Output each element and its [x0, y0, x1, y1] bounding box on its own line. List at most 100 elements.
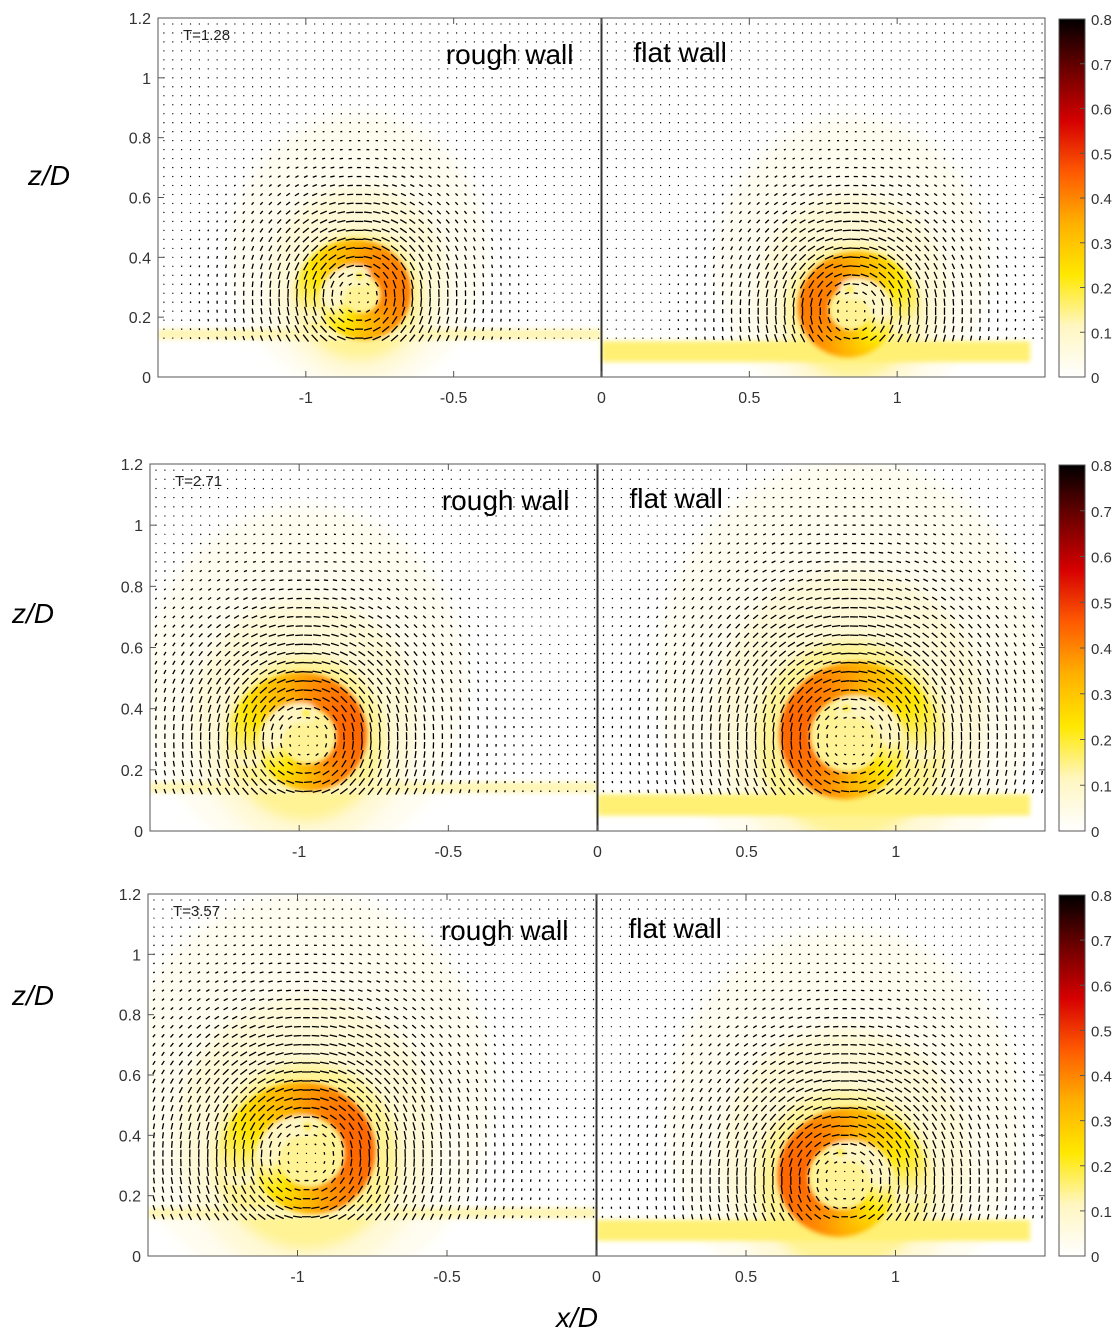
- vector-arrow: [987, 255, 991, 260]
- vector-arrow: [464, 281, 467, 288]
- vector-arrow: [322, 289, 325, 298]
- vector-dot: [730, 95, 733, 97]
- vector-dot: [172, 211, 174, 214]
- vector-dot: [438, 41, 440, 43]
- vector-dot: [181, 86, 183, 88]
- vector-dot: [376, 86, 378, 88]
- vector-dot: [207, 50, 209, 52]
- vector-arrow: [172, 606, 176, 610]
- vector-arrow: [260, 157, 263, 160]
- vector-dot: [544, 157, 546, 160]
- vector-arrow: [233, 237, 237, 242]
- vector-arrow: [446, 316, 450, 324]
- vector-dot: [535, 122, 538, 124]
- vector-dot: [589, 175, 591, 178]
- vector-dot: [1005, 68, 1008, 70]
- vector-arrow: [253, 551, 256, 554]
- vector-dot: [562, 283, 564, 285]
- vector-dot: [163, 238, 165, 241]
- vector-dot: [1014, 148, 1017, 151]
- vector-arrow: [268, 624, 276, 628]
- vector-arrow: [1005, 273, 1008, 277]
- vector-dot: [385, 41, 387, 43]
- vector-dot: [491, 113, 493, 115]
- vector-arrow: [739, 157, 742, 160]
- vector-dot: [651, 32, 653, 34]
- vector-dot: [562, 140, 564, 142]
- vector-arrow: [799, 262, 806, 271]
- vector-dot: [207, 59, 209, 61]
- vector-arrow: [311, 325, 318, 334]
- vector-dot: [633, 292, 635, 294]
- vector-arrow: [323, 752, 329, 758]
- colorbar-tick-label: 0.7: [1091, 57, 1112, 74]
- vector-arrow: [721, 219, 725, 223]
- vector-dot: [810, 41, 813, 43]
- vector-arrow: [987, 211, 990, 214]
- vector-dot: [704, 50, 706, 52]
- vector-dot: [961, 59, 963, 61]
- vector-dot: [793, 95, 795, 97]
- vector-dot: [961, 122, 963, 124]
- vector-dot: [182, 506, 184, 508]
- vector-arrow: [833, 273, 843, 278]
- vector-dot: [473, 68, 476, 70]
- vector-dot: [766, 68, 768, 70]
- vector-dot: [589, 202, 591, 205]
- vector-dot: [651, 23, 653, 25]
- vector-arrow: [331, 633, 339, 637]
- vector-arrow: [747, 201, 751, 206]
- vector-dot: [713, 23, 715, 25]
- vector-dot: [393, 23, 396, 25]
- vector-arrow: [154, 579, 157, 582]
- vector-arrow: [835, 193, 841, 196]
- vector-arrow: [861, 282, 869, 287]
- vector-dot: [606, 193, 609, 196]
- vector-dot: [846, 50, 848, 52]
- vector-arrow: [323, 588, 329, 591]
- vector-dot: [855, 77, 857, 79]
- vector-dot: [713, 68, 715, 70]
- vector-arrow: [428, 183, 432, 188]
- vector-dot: [358, 86, 360, 88]
- vector-dot: [553, 229, 555, 232]
- vector-dot: [801, 59, 804, 61]
- vector-arrow: [295, 279, 299, 289]
- vector-arrow: [259, 633, 267, 638]
- vector-dot: [402, 95, 405, 97]
- vector-dot: [739, 122, 742, 124]
- vector-arrow: [259, 254, 264, 261]
- vector-arrow: [677, 229, 680, 232]
- vector-dot: [952, 50, 954, 52]
- vector-arrow: [250, 633, 258, 638]
- vector-arrow: [455, 307, 458, 315]
- vector-dot: [181, 157, 183, 160]
- vector-dot: [163, 104, 165, 106]
- vector-arrow: [411, 139, 414, 142]
- vector-dot: [182, 478, 184, 480]
- vector-arrow: [418, 227, 425, 234]
- vector-arrow: [217, 533, 220, 536]
- vector-arrow: [217, 722, 220, 732]
- vector-arrow: [392, 306, 397, 316]
- vector-arrow: [312, 175, 317, 178]
- vector-dot: [271, 487, 273, 490]
- vector-arrow: [215, 641, 222, 648]
- vector-arrow: [260, 307, 263, 315]
- vector-dot: [659, 220, 662, 223]
- vector-dot: [713, 41, 715, 43]
- vector-arrow: [933, 334, 938, 342]
- vector-arrow: [243, 713, 248, 723]
- vector-dot: [846, 32, 848, 34]
- vector-arrow: [392, 166, 397, 169]
- vector-dot: [1014, 166, 1017, 169]
- vector-arrow: [198, 202, 201, 205]
- vector-dot: [1032, 68, 1034, 70]
- vector-dot: [1005, 77, 1008, 79]
- vector-dot: [597, 77, 600, 79]
- vector-arrow: [251, 281, 254, 288]
- vector-dot: [580, 319, 582, 321]
- vector-arrow: [279, 579, 284, 582]
- vector-dot: [943, 59, 946, 61]
- vector-dot: [615, 59, 617, 61]
